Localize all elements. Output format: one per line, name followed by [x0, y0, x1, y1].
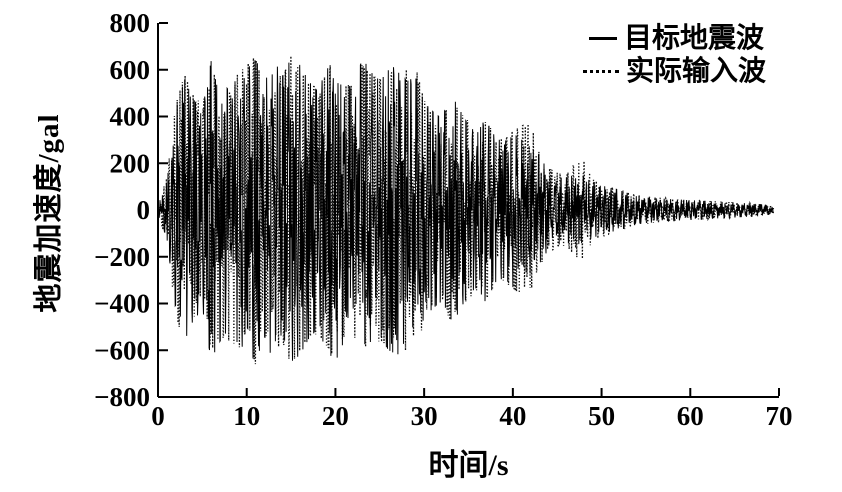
legend-item-target-wave: 目标地震波: [583, 22, 766, 55]
y-tick-label: −400: [94, 289, 150, 319]
x-tick-label: 60: [677, 401, 704, 431]
y-tick-label: −200: [94, 242, 150, 272]
x-tick-label: 50: [588, 401, 615, 431]
legend: 目标地震波 实际输入波: [583, 22, 766, 88]
y-tick-label: 600: [110, 55, 151, 85]
x-tick-label: 30: [411, 401, 438, 431]
y-tick-label: −800: [94, 382, 150, 412]
series-actual-input-wave-line: [157, 56, 775, 365]
legend-label-target-wave: 目标地震波: [624, 23, 765, 54]
x-tick-label: 10: [233, 401, 260, 431]
y-axis-title: 地震加速度/gal: [33, 113, 65, 313]
legend-item-actual-input-wave: 实际输入波: [583, 55, 766, 88]
legend-label-actual-input-wave: 实际输入波: [626, 56, 767, 87]
legend-dotted-line-icon: [583, 70, 619, 73]
y-tick-label: −600: [94, 335, 150, 365]
x-tick-label: 20: [322, 401, 349, 431]
y-tick-label: 400: [110, 102, 151, 132]
y-tick-label: 200: [110, 148, 151, 178]
x-tick-label: 0: [151, 401, 165, 431]
x-axis-title: 时间/s: [428, 449, 509, 482]
y-tick-label: 800: [110, 8, 151, 38]
series-target-wave-line: [157, 60, 775, 361]
x-tick-label: 40: [499, 401, 526, 431]
legend-solid-line-icon: [589, 37, 617, 40]
y-tick-label: 0: [137, 195, 151, 225]
x-tick-label: 70: [766, 401, 793, 431]
